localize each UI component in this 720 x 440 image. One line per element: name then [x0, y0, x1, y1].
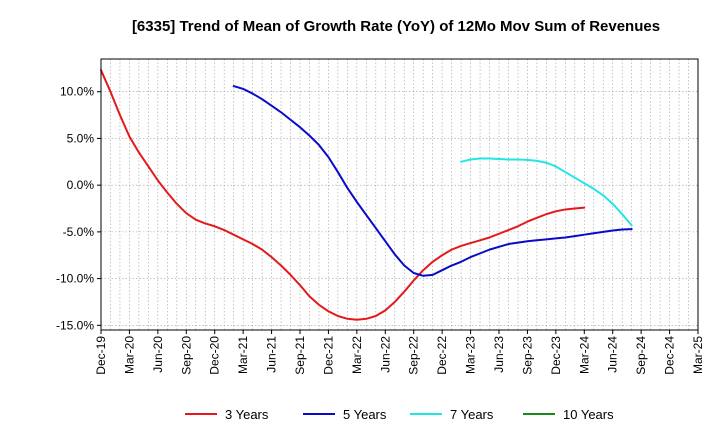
y-tick-label: 5.0%	[67, 131, 95, 145]
y-tick-label: -10.0%	[56, 272, 94, 286]
legend-label-7-years: 7 Years	[450, 407, 494, 422]
x-tick-label: Sep-23	[520, 336, 534, 375]
x-tick-label: Dec-23	[549, 336, 563, 375]
y-axis-ticks: 10.0% 5.0% 0.0% -5.0% -10.0% -15.0%	[56, 85, 101, 332]
series-line-7-years	[460, 157, 633, 227]
x-tick-label: Dec-24	[663, 336, 677, 375]
x-tick-label: Mar-24	[577, 336, 591, 374]
plot-frame	[100, 58, 699, 331]
x-tick-label: Dec-20	[208, 336, 222, 375]
x-tick-label: Mar-20	[122, 336, 136, 374]
y-tick-label: -5.0%	[63, 225, 95, 239]
legend-label-10-years: 10 Years	[563, 407, 614, 422]
x-tick-label: Mar-22	[350, 336, 364, 374]
x-tick-label: Jun-21	[265, 336, 279, 373]
y-tick-label: -15.0%	[56, 318, 94, 332]
x-tick-label: Mar-23	[464, 336, 478, 374]
grid	[101, 59, 698, 330]
y-tick-label: 0.0%	[67, 178, 95, 192]
x-tick-label: Mar-21	[236, 336, 250, 374]
legend-label-3-years: 3 Years	[225, 407, 269, 422]
x-tick-label: Dec-19	[94, 336, 108, 375]
x-tick-label: Mar-25	[691, 336, 705, 374]
chart-title: [6335] Trend of Mean of Growth Rate (YoY…	[132, 18, 660, 35]
series-line-5-years	[232, 85, 633, 277]
legend-label-5-years: 5 Years	[343, 407, 387, 422]
x-tick-label: Jun-23	[492, 336, 506, 373]
x-tick-label: Dec-22	[435, 336, 449, 375]
x-tick-label: Dec-21	[321, 336, 335, 375]
x-tick-label: Jun-22	[378, 336, 392, 373]
legend: 3 Years 5 Years 7 Years 10 Years	[185, 407, 614, 422]
x-tick-label: Jun-20	[151, 336, 165, 373]
x-tick-label: Sep-24	[634, 336, 648, 375]
series-lines	[100, 69, 633, 321]
y-tick-label: 10.0%	[60, 85, 94, 99]
x-tick-label: Sep-21	[293, 336, 307, 375]
x-tick-label: Sep-22	[407, 336, 421, 375]
series-line-3-years	[100, 69, 586, 321]
x-tick-label: Jun-24	[606, 336, 620, 373]
x-axis-ticks: Dec-19 Mar-20 Jun-20 Sep-20 Dec-20 Mar-21 Jun-…	[94, 330, 705, 375]
x-tick-label: Sep-20	[179, 336, 193, 375]
